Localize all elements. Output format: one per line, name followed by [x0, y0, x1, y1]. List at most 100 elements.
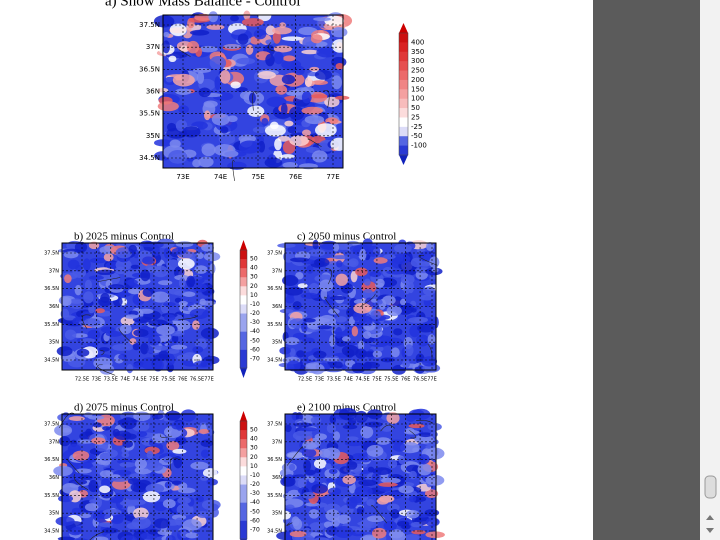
colorbar-label: -30 [250, 319, 260, 326]
map-field [273, 45, 293, 53]
map-field [414, 434, 434, 444]
map-field [412, 447, 420, 453]
y-tick-label: 36.5N [267, 457, 282, 463]
map-field [346, 436, 359, 441]
x-tick-label: 76.5E [413, 377, 427, 383]
map-field [171, 334, 179, 344]
map-field [132, 343, 140, 351]
map-field [198, 156, 214, 168]
x-tick-label: 75.5E [161, 377, 175, 383]
colorbar-segment [240, 448, 247, 458]
map-field [371, 298, 378, 303]
map-field [129, 338, 137, 345]
map-field [386, 412, 400, 425]
contour [232, 160, 235, 181]
colorbar-label: 40 [250, 265, 258, 272]
map-field [134, 458, 147, 470]
map-field [218, 133, 236, 145]
map-field [314, 123, 337, 138]
colorbar-label: 400 [411, 38, 424, 46]
colorbar-label: 100 [411, 95, 424, 103]
y-tick-label: 37.5N [267, 422, 282, 428]
x-tick-label: 74.5E [132, 377, 146, 383]
map-field [99, 452, 112, 462]
map-field [201, 499, 221, 511]
map-field [227, 115, 238, 123]
y-tick-label: 37N [146, 43, 160, 51]
map-field [114, 266, 127, 275]
map-field [304, 115, 325, 125]
colorbar-label: 250 [411, 67, 424, 75]
map-field [301, 91, 312, 104]
map-field [425, 474, 445, 486]
map-field [370, 310, 381, 320]
map-field [148, 334, 161, 346]
map-field [88, 479, 99, 493]
map-field [68, 298, 84, 310]
map-field [221, 150, 239, 158]
y-tick-label: 35N [146, 132, 160, 140]
map-field [357, 521, 374, 526]
contour [66, 458, 80, 474]
map-field [400, 298, 407, 306]
map-field [403, 283, 411, 295]
map-field [61, 427, 71, 433]
colorbar-arrow [240, 411, 247, 421]
map-field [290, 257, 310, 263]
scrollbar-thumb[interactable] [704, 475, 717, 499]
colorbar-label: -70 [250, 526, 260, 533]
panel-title: b) 2025 minus Control [74, 231, 174, 243]
x-tick-label: 74E [214, 173, 227, 181]
map-field [331, 39, 348, 53]
map-field [79, 513, 92, 519]
map-field [171, 247, 187, 255]
map-field [169, 23, 187, 36]
map-field [304, 76, 313, 88]
y-tick-label: 34.5N [44, 529, 59, 535]
contour [100, 349, 105, 356]
map-field [424, 489, 439, 499]
map-field [162, 302, 176, 307]
map-field [189, 308, 210, 320]
map-field [301, 321, 308, 333]
map-field [394, 243, 412, 254]
map-field [171, 480, 182, 485]
map-field [354, 485, 373, 498]
x-tick-label: 75E [372, 377, 382, 383]
map-field [200, 475, 209, 481]
map-field [286, 360, 301, 372]
map-field [147, 241, 164, 249]
colorbar-segment [240, 250, 247, 260]
y-tick-label: 37.5N [44, 251, 59, 257]
map-field [64, 274, 72, 284]
map-field [162, 40, 170, 54]
scroll-arrows[interactable] [706, 515, 714, 533]
map-field [190, 461, 209, 470]
map: 37.5N37N36.5N36N35.5N35N34.5N72.5E73E73.… [44, 409, 221, 540]
y-tick-label: 35.5N [139, 110, 160, 118]
scrollbar-track[interactable] [700, 0, 720, 540]
map-field [369, 271, 382, 278]
map-field [166, 259, 180, 270]
colorbar-label: 30 [250, 445, 258, 452]
map-field [198, 45, 218, 53]
map-field [295, 412, 303, 422]
map-field [169, 139, 181, 148]
map-field [363, 278, 371, 286]
colorbar-label: -40 [250, 499, 260, 506]
map-field [398, 485, 414, 494]
map-field [258, 140, 266, 153]
colorbar-segment [240, 340, 247, 351]
map-field [257, 71, 276, 80]
y-tick-label: 36N [146, 88, 160, 96]
map-field [128, 244, 137, 253]
colorbar-label: -10 [250, 472, 260, 479]
map-field [425, 447, 445, 460]
map-field [192, 346, 204, 354]
map-field [102, 527, 119, 534]
map-field [272, 26, 292, 35]
colorbar-segment [240, 466, 247, 476]
map-field [292, 430, 313, 441]
map-field [80, 338, 96, 344]
y-tick-label: 37N [49, 268, 59, 274]
